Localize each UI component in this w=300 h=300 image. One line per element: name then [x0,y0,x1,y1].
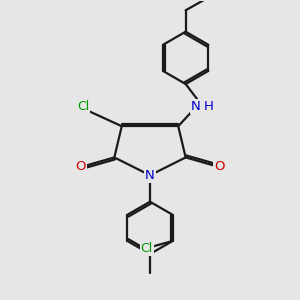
Text: O: O [214,160,224,173]
Text: Cl: Cl [77,100,89,113]
Text: Cl: Cl [141,242,153,255]
Text: N: N [145,169,155,182]
Text: N: N [191,100,201,113]
Text: H: H [204,100,214,113]
Text: O: O [76,160,86,173]
